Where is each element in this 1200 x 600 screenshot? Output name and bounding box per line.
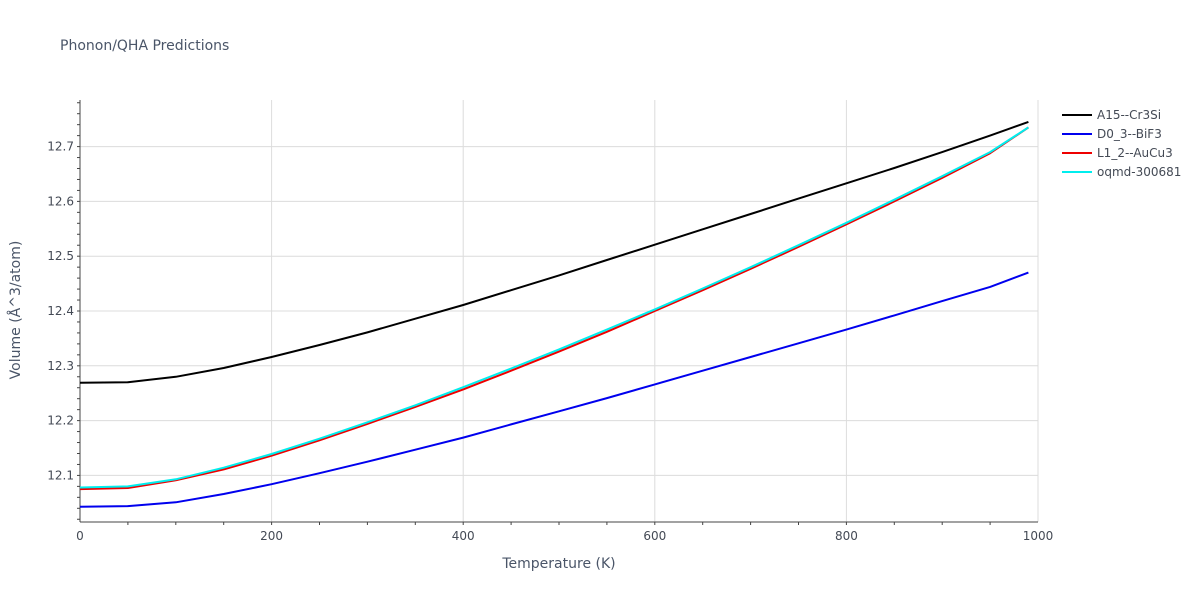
series-line-0 (79, 120, 1029, 384)
legend-label: oqmd-300681 (1097, 165, 1181, 179)
x-tick-label: 800 (835, 529, 858, 543)
chart-title: Phonon/QHA Predictions (60, 38, 229, 54)
axes: 0 200 400 600 800 1000 12.1 12.2 12.3 12.4 12.5 12.… (47, 100, 1053, 543)
y-tick-label: 12.1 (47, 468, 74, 482)
y-tick-label: 12.7 (47, 140, 74, 154)
y-tick-label: 12.3 (47, 359, 74, 373)
y-tick-label: 12.5 (47, 249, 74, 263)
legend-item-3[interactable]: oqmd-300681 (1062, 165, 1181, 179)
legend-item-1[interactable]: D0_3--BiF3 (1062, 127, 1162, 141)
x-tick-label: 0 (76, 529, 84, 543)
y-tick-label: 12.6 (47, 194, 74, 208)
series-layer (79, 120, 1029, 508)
series-line-1 (79, 271, 1029, 508)
legend-label: L1_2--AuCu3 (1097, 146, 1173, 160)
x-tick-label: 200 (260, 529, 283, 543)
x-tick-label: 1000 (1023, 529, 1054, 543)
series-line-2 (79, 126, 1029, 491)
x-axis-title: Temperature (K) (501, 556, 615, 572)
legend[interactable]: A15--Cr3Si D0_3--BiF3 L1_2--AuCu3 oqmd-3006… (1062, 108, 1181, 179)
x-tick-label: 600 (643, 529, 666, 543)
legend-item-2[interactable]: L1_2--AuCu3 (1062, 146, 1173, 160)
series-line-3 (79, 126, 1029, 489)
y-axis-title: Volume (Å^3/atom) (7, 241, 24, 380)
legend-label: D0_3--BiF3 (1097, 127, 1162, 141)
y-tick-label: 12.4 (47, 304, 74, 318)
legend-label: A15--Cr3Si (1097, 108, 1161, 122)
y-tick-label: 12.2 (47, 414, 74, 428)
x-tick-label: 400 (452, 529, 475, 543)
legend-item-0[interactable]: A15--Cr3Si (1062, 108, 1161, 122)
grid-lines (80, 100, 1039, 522)
